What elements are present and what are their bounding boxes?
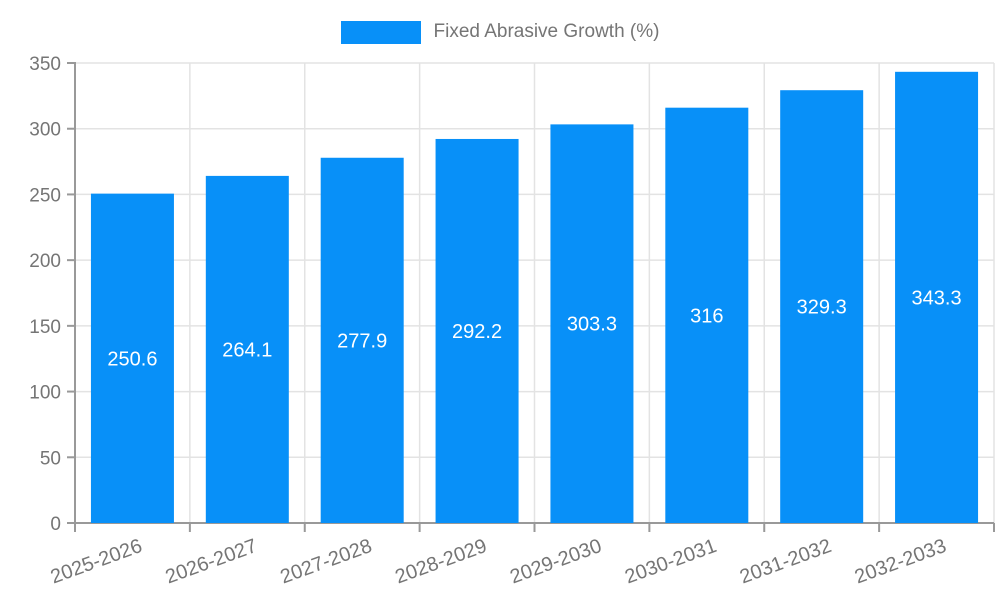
x-tick-label: 2025-2026 bbox=[48, 535, 145, 588]
x-tick-label: 2026-2027 bbox=[163, 535, 260, 588]
y-tick-label: 150 bbox=[29, 317, 61, 338]
bar[interactable] bbox=[550, 124, 634, 524]
legend-item-fixed-abrasive-growth[interactable]: Fixed Abrasive Growth (%) bbox=[340, 20, 660, 44]
legend-label: Fixed Abrasive Growth (%) bbox=[433, 21, 660, 42]
bar-value-label: 316 bbox=[690, 305, 723, 327]
bar[interactable] bbox=[435, 138, 519, 524]
x-tick-label: 2031-2032 bbox=[737, 535, 834, 588]
bar[interactable] bbox=[90, 193, 174, 523]
y-tick-label: 50 bbox=[40, 448, 61, 469]
bar-value-label: 250.6 bbox=[107, 348, 157, 370]
x-tick-label: 2030-2031 bbox=[622, 535, 719, 588]
bar-value-label: 292.2 bbox=[452, 321, 502, 343]
x-tick-label: 2028-2029 bbox=[392, 535, 489, 588]
bar[interactable] bbox=[665, 107, 749, 523]
bar[interactable] bbox=[895, 71, 979, 523]
bar-value-label: 303.3 bbox=[567, 314, 617, 336]
x-tick-label: 2029-2030 bbox=[507, 535, 604, 588]
x-tick-label: 2027-2028 bbox=[277, 535, 374, 588]
y-tick-label: 0 bbox=[50, 514, 61, 535]
bar-value-label: 277.9 bbox=[337, 330, 387, 352]
x-tick-label: 2032-2033 bbox=[852, 535, 949, 588]
legend-swatch-icon bbox=[340, 20, 421, 44]
y-tick-label: 100 bbox=[29, 383, 61, 404]
bar-value-label: 329.3 bbox=[797, 297, 847, 319]
bar-value-label: 343.3 bbox=[912, 287, 962, 309]
bar[interactable] bbox=[780, 90, 864, 523]
y-tick-label: 200 bbox=[29, 251, 61, 272]
y-tick-label: 300 bbox=[29, 120, 61, 141]
bar-value-label: 264.1 bbox=[222, 339, 272, 361]
bar[interactable] bbox=[205, 175, 289, 523]
chart-legend: Fixed Abrasive Growth (%) bbox=[0, 20, 1000, 44]
y-tick-label: 250 bbox=[29, 185, 61, 206]
bar[interactable] bbox=[320, 157, 404, 523]
y-tick-label: 350 bbox=[29, 54, 61, 75]
